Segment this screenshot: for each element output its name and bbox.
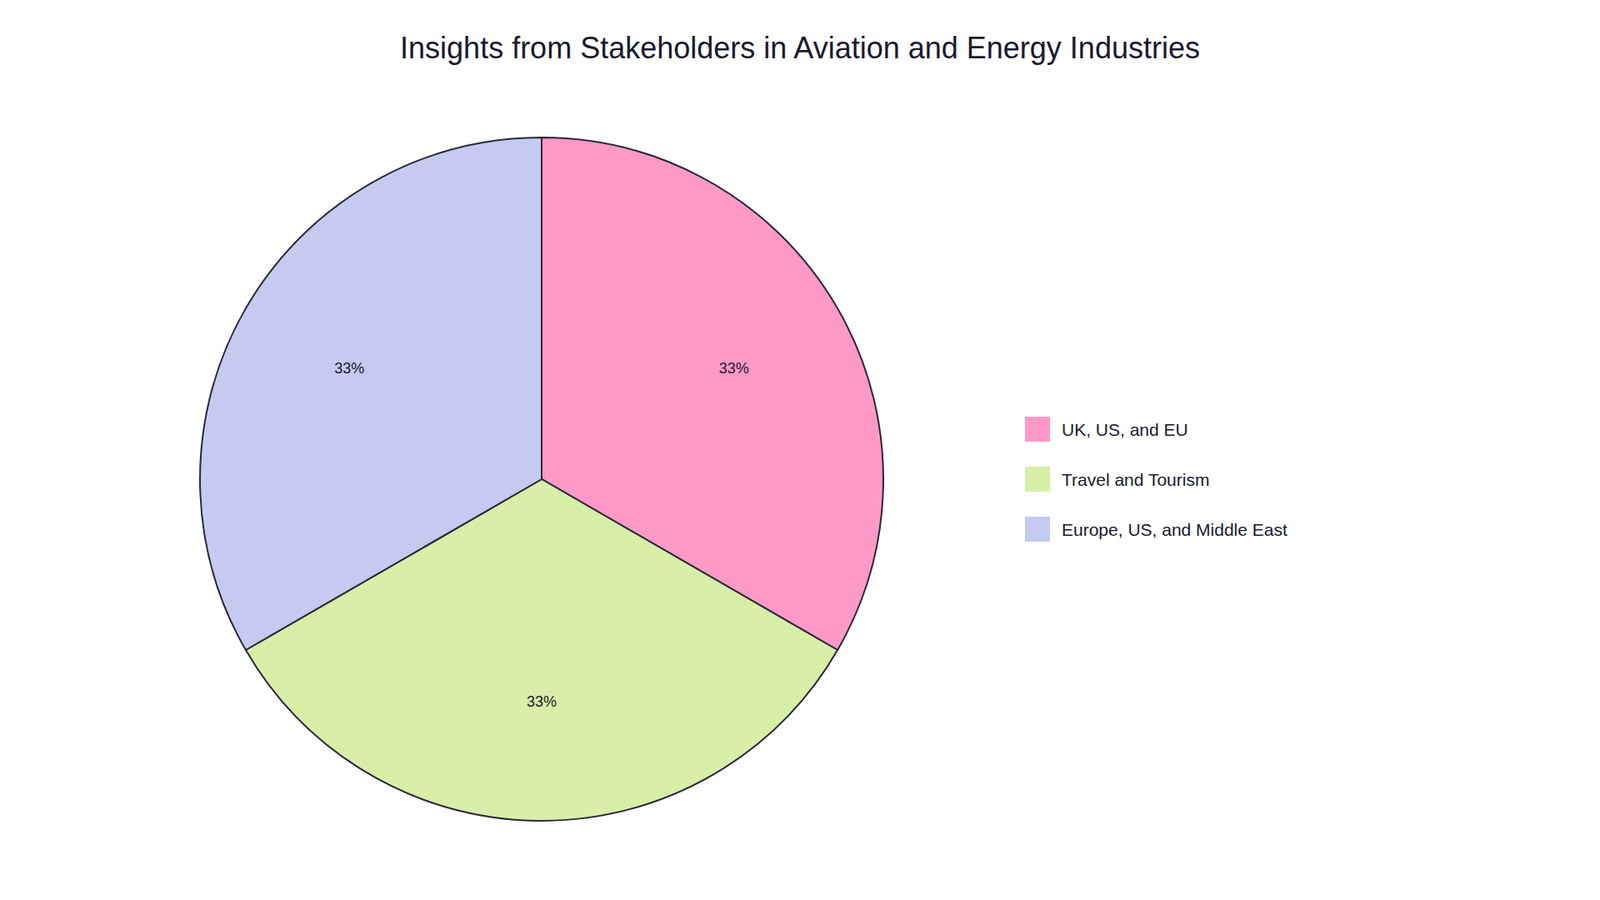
legend-label: Travel and Tourism bbox=[1061, 470, 1210, 490]
data-label: 33% bbox=[526, 693, 557, 710]
legend-item: Travel and Tourism bbox=[1025, 466, 1210, 492]
legend-swatch bbox=[1025, 516, 1050, 542]
data-label: 33% bbox=[719, 360, 750, 377]
legend-item: UK, US, and EU bbox=[1025, 416, 1189, 442]
legend: UK, US, and EU Travel and Tourism Europe, … bbox=[1025, 416, 1288, 542]
pie-slice bbox=[200, 137, 542, 650]
legend-label: Europe, US, and Middle East bbox=[1061, 520, 1288, 540]
data-label: 33% bbox=[334, 360, 365, 377]
data-labels: 33% 33% 33% bbox=[334, 360, 750, 710]
legend-item: Europe, US, and Middle East bbox=[1025, 516, 1288, 542]
pie bbox=[200, 137, 884, 821]
title: Insights from Stakeholders in Aviation a… bbox=[400, 30, 1200, 65]
chart: Insights from Stakeholders in Aviation a… bbox=[0, 0, 1600, 900]
legend-swatch bbox=[1025, 416, 1050, 442]
legend-label: UK, US, and EU bbox=[1061, 420, 1189, 440]
legend-swatch bbox=[1025, 466, 1050, 492]
